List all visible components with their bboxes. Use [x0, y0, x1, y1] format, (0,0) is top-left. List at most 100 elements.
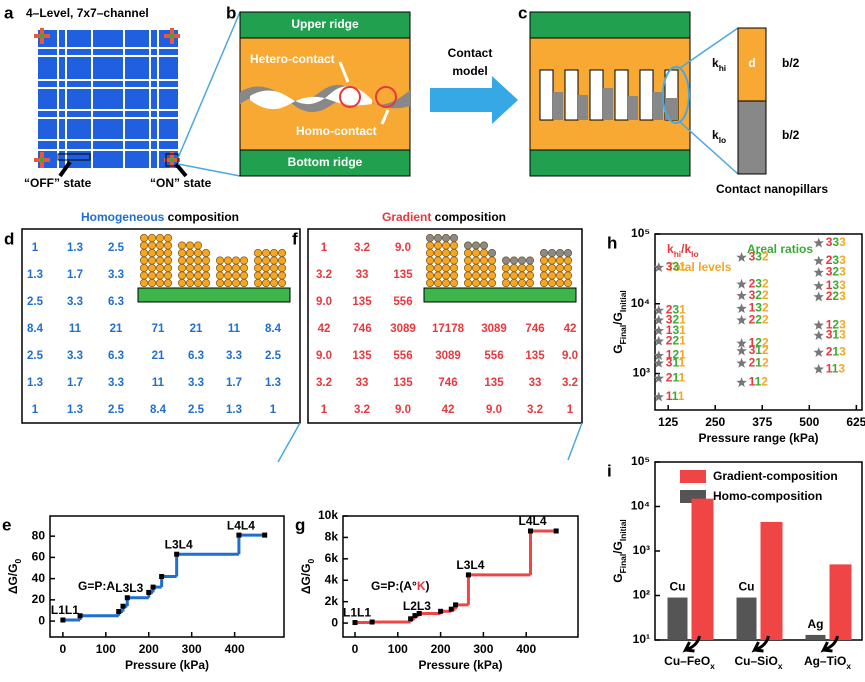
- nanopillar-bead: [425, 249, 434, 258]
- panel-label: c: [518, 3, 527, 22]
- nanopillar-bead: [224, 278, 233, 287]
- panel-a: a 4–Level, 7x7–channel “OFF” state “ON” …: [4, 3, 241, 190]
- point-label: 212: [749, 356, 769, 370]
- point-label: 211: [666, 371, 686, 385]
- nanopillar-bead: [563, 249, 572, 258]
- point-label: 113: [826, 361, 846, 375]
- panel-label: b: [226, 3, 236, 22]
- nanopillar-bead: [156, 241, 165, 250]
- nanopillar-bead: [164, 241, 173, 250]
- table-cell: 9.0: [316, 296, 332, 308]
- nanopillar-bead: [441, 271, 450, 280]
- nanopillar-bead: [563, 271, 572, 280]
- star-point: [813, 319, 824, 330]
- nanopillar-bead: [441, 241, 450, 250]
- nanopillar-bead: [164, 256, 173, 265]
- nanopillar-bead: [539, 256, 548, 265]
- point-label: 311: [666, 356, 686, 370]
- nanopillar-bead: [232, 263, 241, 272]
- table-cell: 9.0: [395, 404, 411, 416]
- table-cell: 3.3: [108, 269, 124, 281]
- nanopillar-bead: [194, 256, 203, 265]
- nanopillar-bead: [539, 278, 548, 287]
- table-cell: 1.7: [67, 269, 83, 281]
- ridge-label: Bottom ridge: [288, 155, 363, 169]
- arrow-shape: [430, 76, 518, 124]
- nanopillar-bead: [277, 263, 286, 272]
- y-tick-label: 10⁴: [631, 499, 650, 513]
- panel-label: d: [4, 229, 14, 248]
- table-cell: 556: [484, 350, 503, 362]
- k-lo-label: klo: [712, 128, 726, 145]
- nanopillar-bead: [186, 249, 195, 258]
- zoom-line: [177, 11, 241, 177]
- nanopillar-bead: [224, 271, 233, 280]
- star-point: [736, 303, 747, 314]
- table-cell: 42: [442, 404, 455, 416]
- table-cell: 8.4: [265, 323, 282, 335]
- arrow-label: model: [452, 64, 487, 78]
- nanopillar-bead: [269, 249, 278, 258]
- step-marker: [236, 532, 242, 538]
- table-cell: 1.3: [265, 377, 281, 389]
- table-cell: 1.3: [67, 242, 83, 254]
- star-point: [653, 305, 664, 315]
- formula-part: G=P:A: [78, 579, 115, 593]
- table-cell: 135: [352, 350, 372, 362]
- step-marker: [116, 609, 122, 615]
- nanopillar-bead: [140, 241, 149, 250]
- nanopillar-bead: [547, 249, 556, 258]
- nanopillar-bead: [140, 278, 149, 287]
- x-axis-label: Pressure (kPa): [125, 658, 209, 672]
- nanopillar-bead: [425, 256, 434, 265]
- nanopillar-bead: [261, 256, 270, 265]
- point-label: 123: [826, 318, 846, 332]
- panel-label: g: [295, 515, 305, 534]
- nanopillar-bead: [254, 263, 263, 272]
- nanopillar-bead: [240, 256, 249, 265]
- table-cell: 2.5: [108, 404, 125, 416]
- pillar-bottom: [737, 100, 767, 175]
- table-cell: 33: [356, 377, 369, 389]
- x-tick-label: 250: [705, 415, 725, 429]
- nanopillar-bead: [479, 249, 488, 258]
- nanopillar-bead: [194, 241, 203, 250]
- nanopillar-bead: [463, 263, 472, 272]
- nanopillar-bead: [479, 256, 488, 265]
- formula-part: K: [417, 579, 426, 593]
- nanopillar-bead: [433, 271, 442, 280]
- step-marker: [124, 595, 130, 601]
- bar: [691, 498, 714, 640]
- nanopillar-bead: [269, 263, 278, 272]
- star-point: [813, 330, 824, 340]
- y-axis-label: GFinal/GInitial: [611, 519, 628, 582]
- step-marker: [120, 603, 126, 609]
- y-tick-label: 40: [32, 571, 46, 585]
- nanopillar-bead: [232, 278, 241, 287]
- nanopillar-bead: [563, 263, 572, 272]
- star-point: [736, 290, 747, 301]
- formula-part: G=P:(A°: [371, 579, 417, 593]
- table-cell: 2.5: [27, 350, 44, 362]
- nanopillar-bead: [277, 278, 286, 287]
- nanopillar-bead: [148, 241, 157, 250]
- nanopillar-bead: [501, 256, 510, 265]
- on-state-label: “ON” state: [150, 176, 212, 190]
- step-marker: [408, 616, 414, 622]
- nanopillar-bead: [186, 263, 195, 272]
- table-cell: 556: [393, 350, 412, 362]
- nanopillar-bead: [178, 271, 187, 280]
- bar-annotation: Cu: [739, 580, 755, 594]
- x-axis-label: Pressure range (kPa): [698, 431, 818, 445]
- bar-annotation: Ag: [808, 617, 824, 631]
- nanopillar-bead: [501, 263, 510, 272]
- nanopillar-bead: [563, 278, 572, 287]
- nanopillar-bead: [525, 278, 534, 287]
- star-point: [813, 267, 824, 277]
- table-cell: 33: [356, 269, 369, 281]
- panel-label: i: [607, 461, 612, 480]
- table-cell: 21: [110, 323, 123, 335]
- nanopillar-bead: [449, 241, 458, 250]
- table-cell: 6.3: [188, 350, 204, 362]
